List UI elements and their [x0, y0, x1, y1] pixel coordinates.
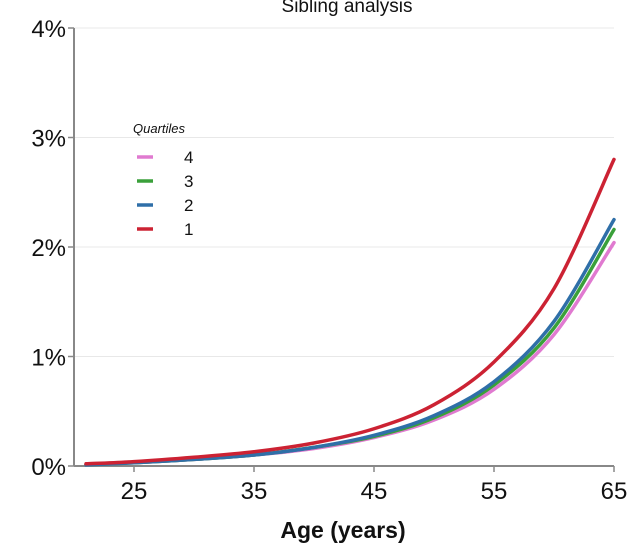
- y-tick-label: 4%: [31, 16, 66, 43]
- y-tick-label: 3%: [31, 126, 66, 153]
- legend-label-quartile-2: 2: [184, 196, 193, 215]
- x-axis-label: Age (years): [280, 517, 405, 543]
- gridlines: [74, 27, 614, 467]
- legend: Quartiles 4 3 2 1: [133, 121, 193, 239]
- y-axis-ticks: 0% 1% 2% 3% 4%: [31, 16, 74, 481]
- x-tick-label: 35: [241, 478, 268, 505]
- legend-label-quartile-1: 1: [184, 220, 193, 239]
- y-tick-label: 1%: [31, 345, 66, 372]
- legend-title: Quartiles: [133, 121, 186, 136]
- legend-label-quartile-4: 4: [184, 148, 193, 167]
- series-line-quartile-4: [84, 240, 616, 467]
- x-axis-ticks: 25 35 45 55 65: [121, 466, 628, 505]
- x-tick-label: 25: [121, 478, 148, 505]
- x-tick-label: 45: [361, 478, 388, 505]
- x-tick-label: 65: [601, 478, 628, 505]
- y-tick-label: 0%: [31, 454, 66, 481]
- series-line-quartile-3: [84, 227, 616, 467]
- series-lines: [84, 157, 616, 467]
- chart-title: Sibling analysis: [282, 0, 413, 17]
- legend-label-quartile-3: 3: [184, 172, 193, 191]
- series-line-quartile-2: [84, 217, 616, 467]
- y-tick-label: 2%: [31, 235, 66, 262]
- x-tick-label: 55: [481, 478, 508, 505]
- series-line-quartile-1: [84, 157, 616, 466]
